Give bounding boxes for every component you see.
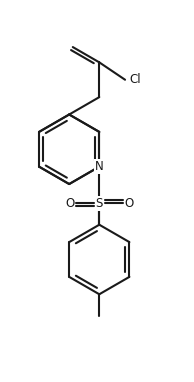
Text: N: N bbox=[95, 160, 104, 173]
Text: S: S bbox=[96, 197, 103, 210]
Text: O: O bbox=[65, 197, 74, 210]
Text: O: O bbox=[124, 197, 134, 210]
Text: Cl: Cl bbox=[129, 73, 141, 86]
